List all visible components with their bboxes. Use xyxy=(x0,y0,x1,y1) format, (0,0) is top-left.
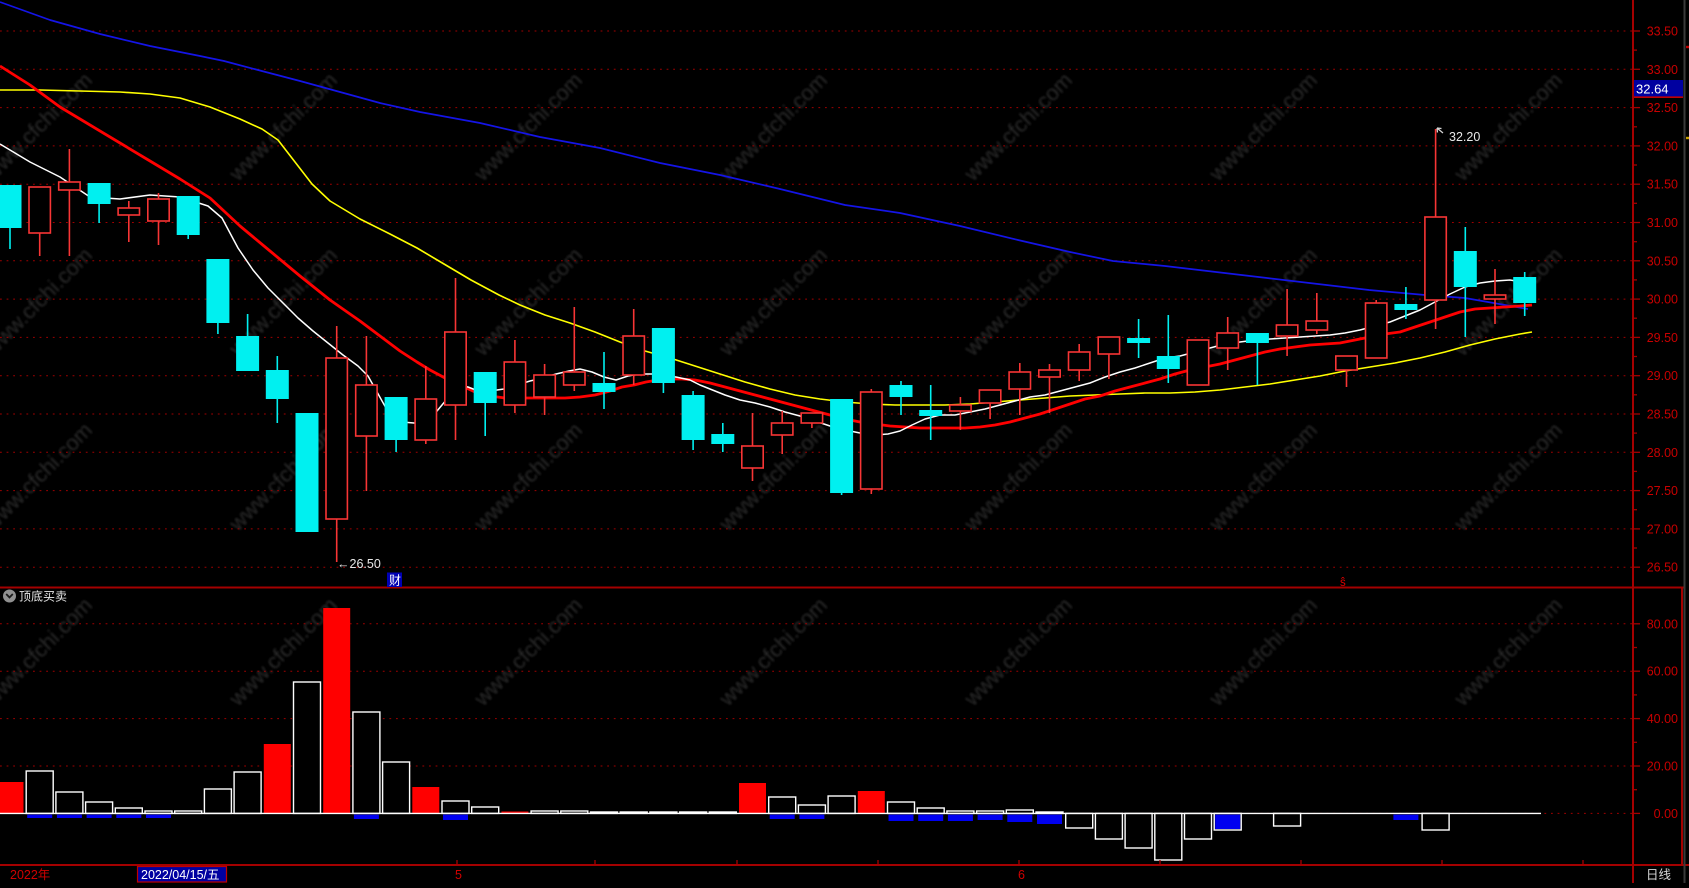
svg-text:0.00: 0.00 xyxy=(1654,807,1678,821)
svg-text:33.00: 33.00 xyxy=(1647,63,1678,77)
svg-text:30.00: 30.00 xyxy=(1647,293,1678,307)
svg-text:5: 5 xyxy=(455,868,462,882)
svg-text:2022/04/15/五: 2022/04/15/五 xyxy=(141,868,220,882)
svg-text:28.50: 28.50 xyxy=(1647,408,1678,422)
svg-text:27.50: 27.50 xyxy=(1647,484,1678,498)
svg-text:29.50: 29.50 xyxy=(1647,331,1678,345)
svg-text:ŝ: ŝ xyxy=(1340,577,1346,589)
svg-text:80.00: 80.00 xyxy=(1647,617,1678,631)
svg-text:33.50: 33.50 xyxy=(1647,25,1678,39)
svg-text:6: 6 xyxy=(1018,868,1025,882)
svg-text:28.00: 28.00 xyxy=(1647,446,1678,460)
svg-text:←26.50: ←26.50 xyxy=(337,557,381,571)
svg-text:31.50: 31.50 xyxy=(1647,178,1678,192)
svg-text:40.00: 40.00 xyxy=(1647,712,1678,726)
svg-text:27.00: 27.00 xyxy=(1647,522,1678,536)
svg-text:2022年: 2022年 xyxy=(10,868,50,882)
svg-text:顶底买卖: 顶底买卖 xyxy=(19,589,67,604)
svg-text:财: 财 xyxy=(389,574,401,588)
svg-text:日线: 日线 xyxy=(1646,868,1672,882)
svg-text:26.50: 26.50 xyxy=(1647,561,1678,575)
svg-text:32.00: 32.00 xyxy=(1647,139,1678,153)
svg-text:32.64: 32.64 xyxy=(1636,82,1669,97)
svg-text:29.00: 29.00 xyxy=(1647,369,1678,383)
svg-text:60.00: 60.00 xyxy=(1647,665,1678,679)
svg-text:32.50: 32.50 xyxy=(1647,101,1678,115)
svg-text:20.00: 20.00 xyxy=(1647,760,1678,774)
svg-text:32.20: 32.20 xyxy=(1449,130,1480,144)
svg-text:31.00: 31.00 xyxy=(1647,216,1678,230)
svg-text:30.50: 30.50 xyxy=(1647,254,1678,268)
